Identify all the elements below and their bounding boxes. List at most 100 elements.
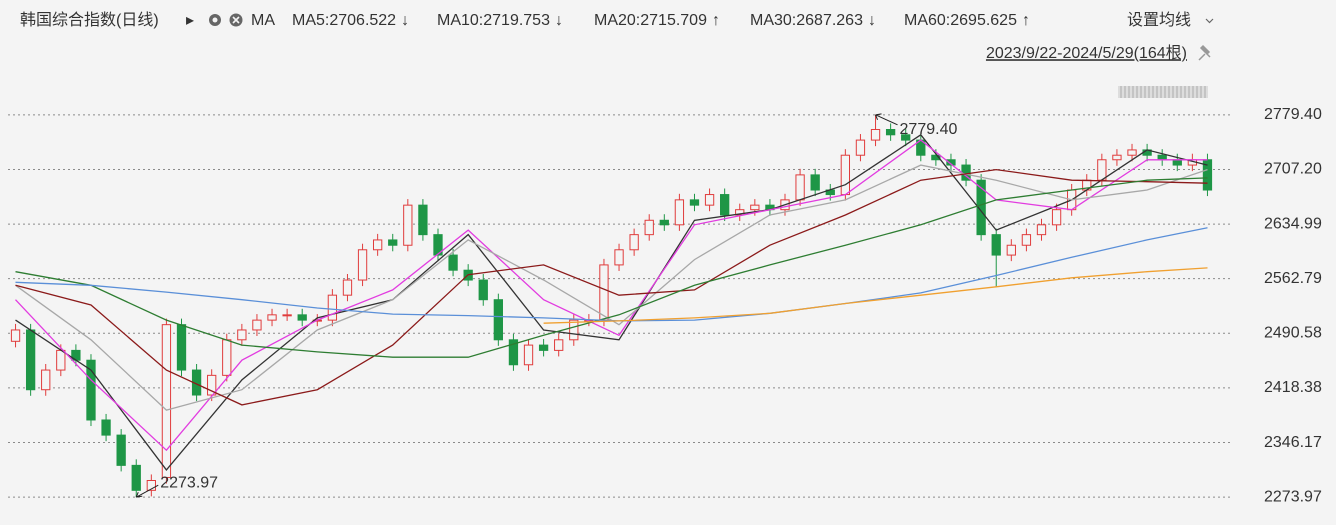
candle-body — [946, 159, 956, 166]
candle-body — [1021, 234, 1032, 246]
legend-arrow: ↑ — [712, 12, 720, 29]
close-icon[interactable] — [229, 13, 243, 27]
legend-arrow: ↑ — [1022, 12, 1030, 29]
high-annotation: 2779.40 — [900, 121, 958, 138]
chart-title: 韩国综合指数(日线) — [20, 11, 159, 29]
gear-icon[interactable] — [209, 14, 221, 26]
candle-body — [885, 129, 896, 136]
legend-label[interactable]: MA60:2695.625 — [904, 12, 1017, 29]
candle-body — [1172, 159, 1182, 166]
candle-body — [25, 329, 36, 391]
candle-body — [116, 434, 126, 466]
candle-body — [1051, 209, 1062, 226]
candle-body — [493, 299, 503, 341]
candle-body — [327, 294, 338, 321]
y-tick-label: 2707.20 — [1264, 161, 1322, 178]
candle-body — [207, 374, 217, 396]
ma-line — [15, 168, 1208, 406]
candle-body — [750, 204, 760, 211]
candle-body — [901, 134, 911, 141]
candle-body — [10, 329, 21, 342]
ma-line — [15, 164, 1208, 411]
candle-body — [41, 369, 51, 391]
candle-body — [478, 279, 488, 301]
candle-body — [1127, 149, 1137, 156]
candle-body — [931, 154, 941, 161]
candle-body — [176, 324, 187, 371]
legend-label[interactable]: MA5:2706.522 — [292, 12, 396, 29]
candle-body — [689, 199, 700, 206]
legend-label[interactable]: MA30:2687.263 — [750, 12, 863, 29]
candle-body — [146, 479, 156, 491]
candle-body — [991, 234, 1001, 256]
candle-body — [131, 464, 141, 491]
legend-arrow: ↓ — [401, 12, 409, 29]
pin-icon[interactable] — [1198, 44, 1211, 61]
candle-body — [704, 194, 715, 206]
candle-body — [720, 194, 730, 216]
candle-body — [554, 339, 564, 351]
y-tick-label: 2490.58 — [1264, 325, 1322, 342]
ma-toggle[interactable]: MA — [251, 12, 275, 29]
settings-button[interactable]: 设置均线 — [1127, 11, 1191, 29]
candle-body — [267, 314, 277, 321]
candle-body — [237, 329, 247, 341]
candle-body — [1097, 159, 1107, 181]
y-tick-label: 2273.97 — [1264, 488, 1322, 505]
candle-body — [418, 204, 428, 236]
candle-body — [342, 279, 353, 296]
candle-body — [448, 254, 458, 271]
candle-body — [508, 339, 519, 366]
candle-body — [86, 359, 96, 421]
candle-body — [674, 199, 685, 226]
range-label[interactable]: 2023/9/22-2024/5/29(164根) — [986, 44, 1187, 62]
y-tick-label: 2562.79 — [1264, 270, 1322, 287]
candle-body — [282, 314, 292, 317]
candle-body — [388, 239, 398, 246]
ma-line — [543, 267, 1208, 324]
annotation-arrow — [875, 113, 898, 126]
candle-body — [569, 319, 579, 341]
candle-body — [523, 344, 534, 366]
candle-body — [735, 209, 745, 216]
candle-body — [538, 344, 549, 351]
candle-body — [870, 129, 881, 141]
y-tick-label: 2779.40 — [1264, 106, 1322, 123]
candle-body — [357, 249, 368, 281]
candle-body — [161, 324, 172, 478]
candle-body — [810, 174, 820, 191]
candle-body — [1157, 154, 1167, 161]
y-tick-label: 2418.38 — [1264, 379, 1322, 396]
y-tick-label: 2634.99 — [1264, 215, 1322, 232]
legend-label[interactable]: MA10:2719.753 — [437, 12, 550, 29]
ma-line — [15, 177, 1208, 358]
candle-body — [855, 139, 866, 156]
candle-body — [840, 154, 851, 196]
candle-body — [976, 179, 986, 236]
candle-body — [644, 219, 654, 236]
candle-body — [101, 419, 111, 436]
low-annotation: 2273.97 — [160, 474, 218, 491]
legend-label[interactable]: MA20:2715.709 — [594, 12, 707, 29]
legend-arrow: ↓ — [868, 12, 876, 29]
candle-body — [403, 204, 413, 246]
expand-icon[interactable]: ▸ — [186, 12, 194, 29]
ma-line — [15, 133, 1208, 471]
candle-body — [222, 339, 232, 376]
candle-body — [629, 234, 639, 251]
candle-body — [433, 234, 443, 256]
annotation-arrow — [135, 484, 159, 498]
y-tick-label: 2346.17 — [1264, 434, 1322, 451]
scroll-handle[interactable] — [1118, 86, 1208, 98]
legend-arrow: ↓ — [555, 12, 563, 29]
candle-body — [1006, 244, 1016, 256]
candle-body — [297, 314, 307, 321]
candle-body — [659, 219, 669, 226]
candle-body — [795, 174, 805, 201]
candle-body — [372, 239, 383, 251]
candle-body — [56, 349, 66, 371]
candles — [10, 114, 1213, 498]
candle-body — [1036, 224, 1047, 236]
candle-body — [252, 319, 262, 331]
